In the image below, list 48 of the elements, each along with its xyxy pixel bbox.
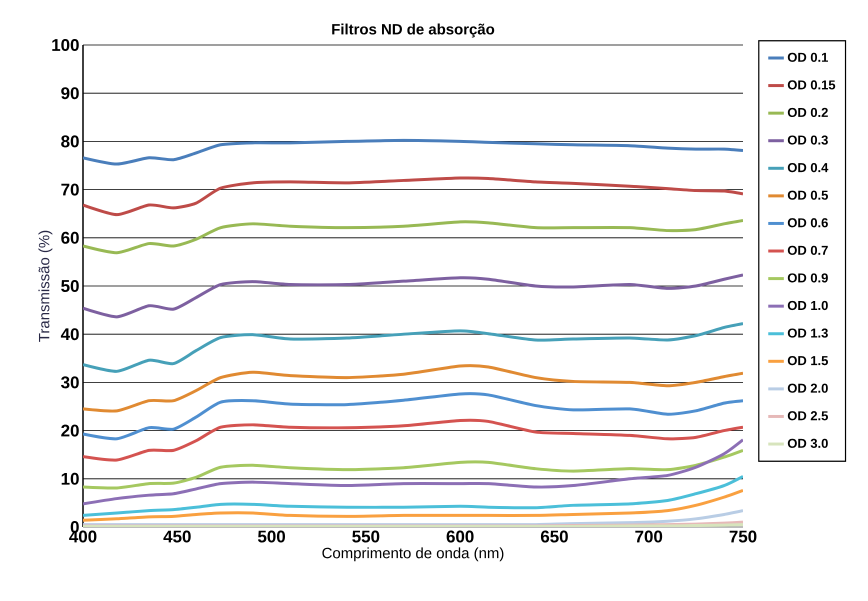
x-tick-label: 650 bbox=[540, 530, 568, 543]
legend-label: OD 0.3 bbox=[788, 135, 828, 145]
line-series bbox=[83, 364, 744, 412]
y-tick-label: 80 bbox=[61, 135, 79, 148]
line-series bbox=[83, 474, 744, 517]
legend-label: OD 0.1 bbox=[788, 52, 828, 62]
line-series bbox=[83, 448, 744, 490]
chart-title: Filtros ND de absorção bbox=[332, 24, 494, 38]
line-series bbox=[83, 218, 744, 254]
legend-label: OD 2.5 bbox=[788, 411, 828, 420]
legend-label: OD 3.0 bbox=[788, 438, 828, 448]
x-tick-label: 700 bbox=[635, 530, 662, 543]
legend-label: OD 1.0 bbox=[788, 300, 828, 310]
line-series bbox=[83, 418, 744, 462]
legend-label: OD 1.5 bbox=[788, 356, 828, 366]
y-axis-title: Transmissão (%) bbox=[38, 230, 52, 342]
legend-label: OD 0.2 bbox=[788, 108, 828, 118]
line-series bbox=[83, 488, 744, 522]
line-series bbox=[83, 273, 744, 318]
legend-label: OD 0.15 bbox=[788, 80, 836, 90]
y-tick-label: 50 bbox=[61, 280, 79, 292]
line-series bbox=[83, 438, 744, 506]
x-tick-label: 750 bbox=[730, 530, 756, 543]
legend-label: OD 0.6 bbox=[788, 218, 828, 228]
x-tick-label: 500 bbox=[258, 530, 285, 543]
line-series bbox=[83, 392, 744, 440]
y-tick-label: 100 bbox=[52, 38, 79, 51]
legend-label: OD 0.4 bbox=[788, 163, 828, 172]
x-tick-label: 550 bbox=[352, 530, 380, 543]
y-tick-label: 60 bbox=[61, 232, 79, 244]
legend-label: OD 0.7 bbox=[788, 246, 828, 255]
y-tick-label: 90 bbox=[61, 87, 79, 100]
line-series bbox=[83, 322, 744, 373]
line-series bbox=[83, 138, 744, 166]
y-tick-label: 10 bbox=[62, 472, 79, 485]
legend-label: OD 0.9 bbox=[788, 273, 828, 282]
x-tick-label: 600 bbox=[446, 530, 474, 543]
y-tick-label: 20 bbox=[61, 424, 79, 437]
y-tick-label: 70 bbox=[61, 184, 79, 196]
x-tick-label: 400 bbox=[69, 530, 96, 543]
y-tick-label: 30 bbox=[61, 376, 79, 388]
x-axis-title: Comprimento de onda (nm) bbox=[322, 547, 504, 562]
legend-label: OD 2.0 bbox=[788, 384, 828, 393]
legend-label: OD 0.5 bbox=[788, 190, 828, 200]
x-tick-label: 450 bbox=[163, 530, 191, 543]
line-series bbox=[83, 176, 744, 216]
y-tick-label: 40 bbox=[60, 328, 79, 340]
legend-label: OD 1.3 bbox=[788, 328, 828, 338]
